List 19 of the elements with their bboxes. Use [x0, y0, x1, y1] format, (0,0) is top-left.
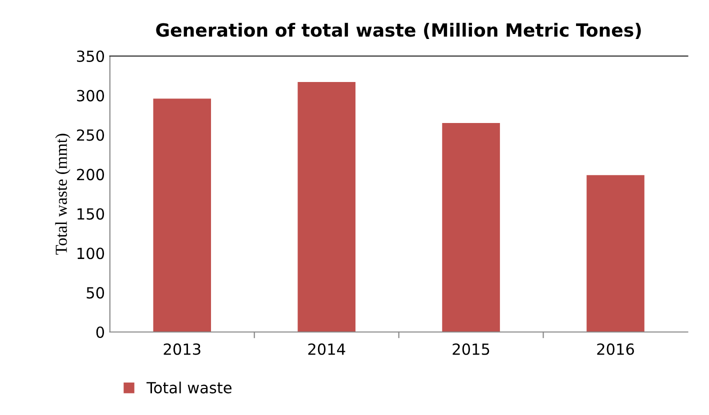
x-tick-label: 2015 — [452, 343, 490, 355]
y-tick-label: 0 — [96, 326, 104, 338]
bar — [586, 175, 644, 332]
y-tick-label: 50 — [86, 287, 104, 299]
legend-label: Total waste — [146, 382, 232, 394]
x-tick-label: 2014 — [308, 343, 346, 355]
y-tick-label: 350 — [77, 50, 104, 62]
x-tick-label: 2013 — [164, 343, 200, 355]
y-tick-label: 200 — [76, 168, 104, 180]
y-tick-label: 250 — [76, 129, 104, 141]
y-tick-label: 100 — [78, 248, 104, 260]
bar — [442, 123, 500, 332]
bar — [298, 82, 356, 332]
chart-title: Generation of total waste (Million Metric Tones) — [156, 22, 641, 39]
bar — [153, 98, 212, 332]
x-tick-label: 2016 — [597, 343, 634, 355]
y-axis-title: Total waste (mmt) — [55, 134, 70, 255]
y-tick-label: 300 — [77, 90, 104, 102]
y-tick-label: 150 — [78, 208, 104, 220]
